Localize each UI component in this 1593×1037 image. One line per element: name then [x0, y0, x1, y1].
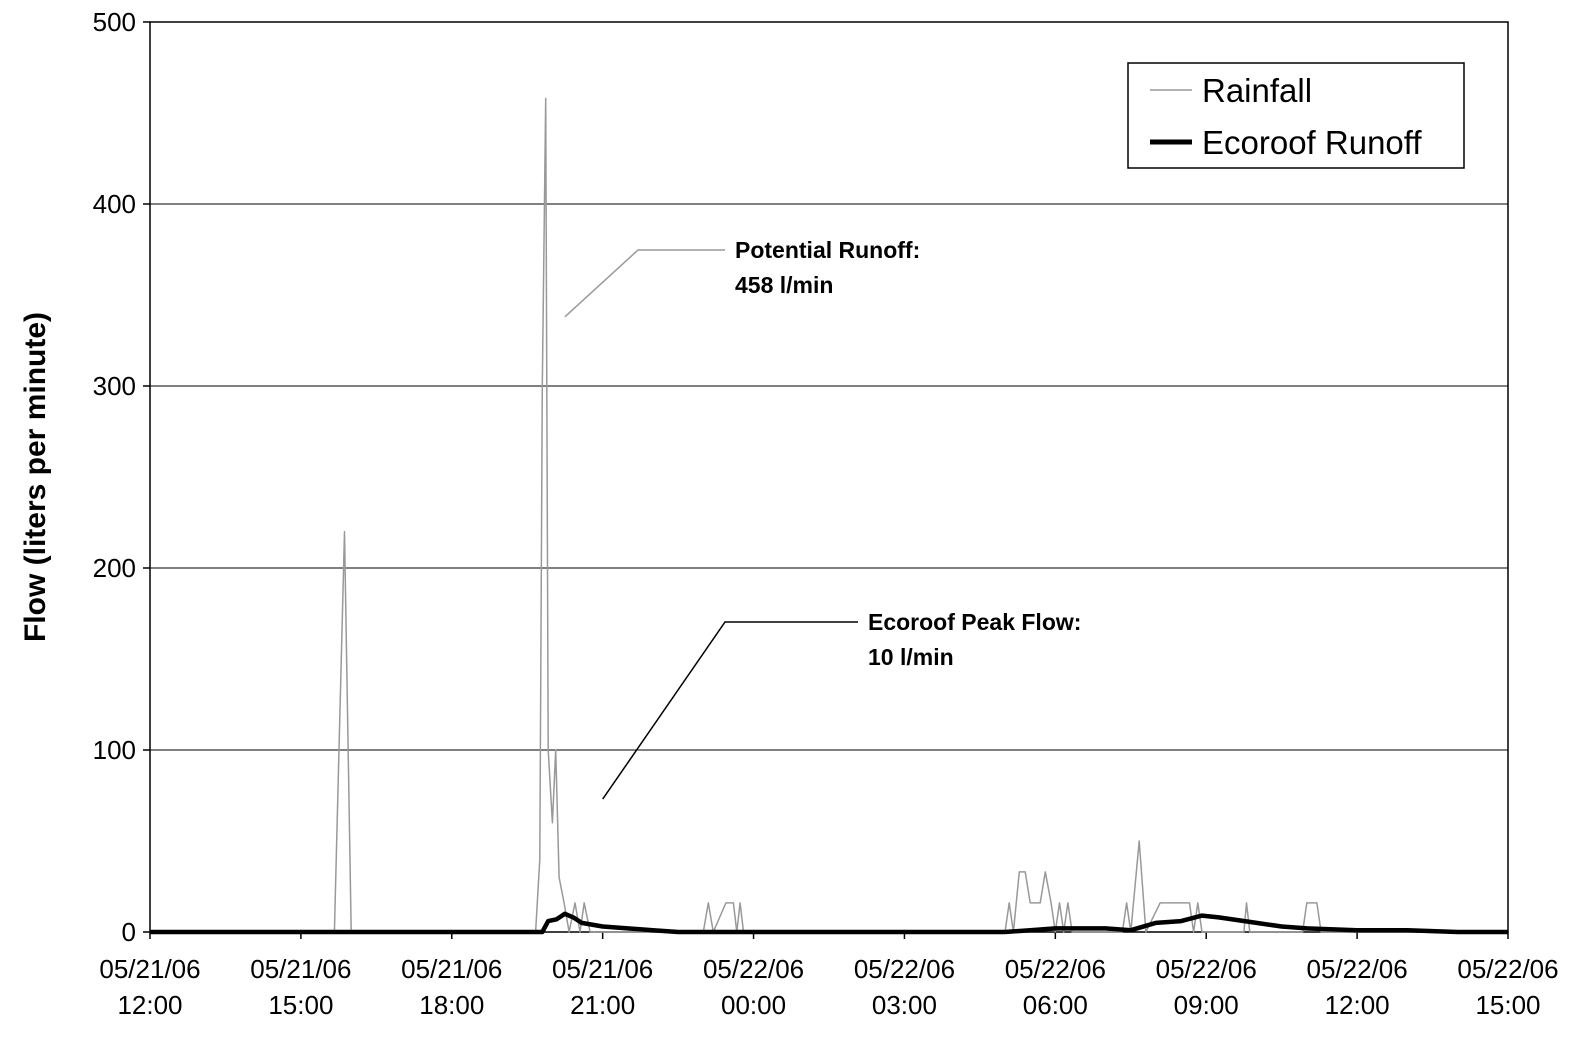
legend-box: [1127, 62, 1465, 169]
y-axis-title: Flow (liters per minute): [19, 312, 52, 642]
annotation-text: Potential Runoff:: [735, 237, 920, 263]
series-line-ecoroof-runoff: [150, 911, 1508, 935]
legend-label-rainfall: Rainfall: [1202, 72, 1312, 109]
x-tick-label-time: 09:00: [1174, 990, 1239, 1020]
x-tick-label-time: 15:00: [268, 990, 333, 1020]
annotation-text: 458 l/min: [735, 272, 833, 298]
x-tick-label-time: 21:00: [570, 990, 635, 1020]
x-tick-label-date: 05/21/06: [401, 954, 502, 984]
x-tick-label-date: 05/22/06: [1156, 954, 1257, 984]
plot-area: [149, 21, 1509, 933]
x-tick-label-date: 05/22/06: [703, 954, 804, 984]
annotation-leader: [602, 621, 858, 800]
y-tick-label: 100: [93, 735, 136, 765]
legend-label-ecoroof-runoff: Ecoroof Runoff: [1202, 124, 1422, 161]
annotation-leader: [564, 249, 725, 318]
x-tick-label-time: 12:00: [1325, 990, 1390, 1020]
legend: Rainfall Ecoroof Runoff: [1127, 62, 1465, 169]
x-tick-label-date: 05/21/06: [250, 954, 351, 984]
x-axis: 05/21/06 12:00 05/21/06 15:00 05/21/06 18:00 0…: [99, 932, 1559, 1020]
y-tick-label: 200: [93, 553, 136, 583]
annotation-text: Ecoroof Peak Flow:: [868, 609, 1081, 635]
x-tick-label-date: 05/22/06: [1005, 954, 1106, 984]
x-tick-label-date: 05/22/06: [854, 954, 955, 984]
y-tick-label: 500: [93, 7, 136, 37]
gridlines: [150, 203, 1508, 751]
annotation-layer: Potential Runoff: 458 l/min Ecoroof Peak F…: [564, 237, 1081, 800]
y-tick-label: 400: [93, 189, 136, 219]
x-tick-label-time: 12:00: [117, 990, 182, 1020]
x-tick-label-time: 00:00: [721, 990, 786, 1020]
x-tick-label-date: 05/21/06: [552, 954, 653, 984]
x-tick-label-date: 05/22/06: [1307, 954, 1408, 984]
x-tick-label-time: 15:00: [1475, 990, 1540, 1020]
series-line-rainfall: [150, 97, 1508, 933]
x-tick-label-date: 05/22/06: [1457, 954, 1558, 984]
series-layer: [150, 97, 1508, 935]
x-tick-label-date: 05/21/06: [99, 954, 200, 984]
y-tick-label: 0: [122, 917, 136, 947]
x-tick-label-time: 18:00: [419, 990, 484, 1020]
x-tick-label-time: 06:00: [1023, 990, 1088, 1020]
annotation-text: 10 l/min: [868, 644, 954, 670]
y-tick-label: 300: [93, 371, 136, 401]
x-tick-label-time: 03:00: [872, 990, 937, 1020]
y-axis: 0 100 200 300 400 500: [93, 7, 150, 947]
